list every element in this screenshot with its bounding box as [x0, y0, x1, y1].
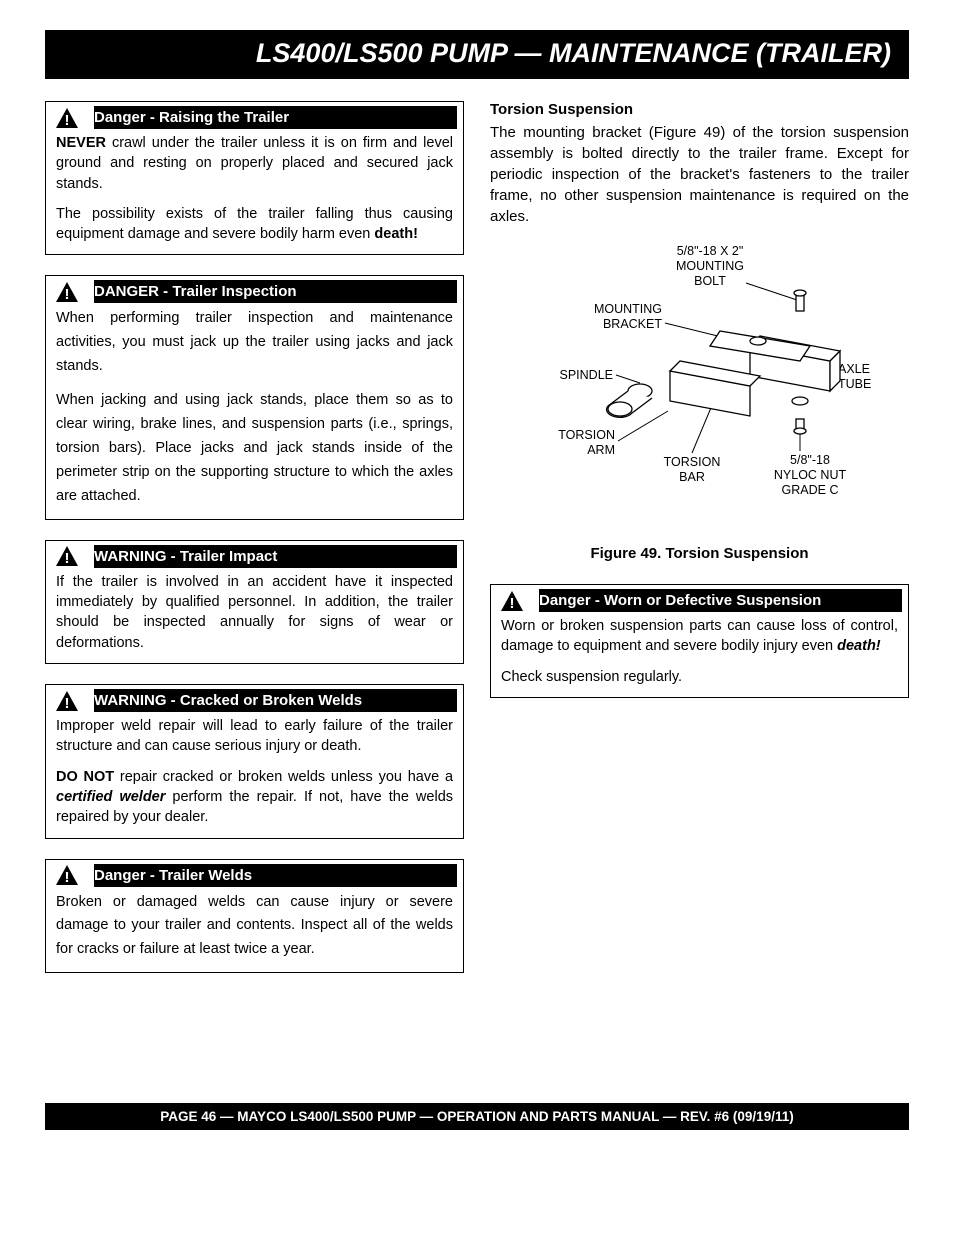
box-body: NEVER crawl under the trailer unless it …: [46, 133, 463, 244]
figure-49: 5/8"-18 X 2" MOUNTING BOLT MOUNTING BRAC…: [490, 241, 909, 531]
paragraph: NEVER crawl under the trailer unless it …: [56, 133, 453, 194]
label-axle-tube: AXLE: [838, 362, 870, 376]
box-header: ! DANGER - Trailer Inspection: [46, 276, 463, 307]
box-header: ! WARNING - Cracked or Broken Welds: [46, 685, 463, 716]
label-mounting-bolt: 5/8"-18 X 2": [676, 244, 743, 258]
box-title: Danger - Trailer Welds: [94, 867, 252, 884]
box-title: Danger - Worn or Defective Suspension: [539, 592, 821, 609]
danger-raising-trailer-box: ! Danger - Raising the Trailer NEVER cra…: [45, 101, 464, 255]
svg-text:!: !: [510, 595, 515, 612]
text: crawl under the trailer unless it is on …: [56, 135, 453, 192]
paragraph: Broken or damaged welds can cause injury…: [56, 891, 453, 963]
section-heading: Torsion Suspension: [490, 101, 909, 118]
box-header: ! Danger - Raising the Trailer: [46, 102, 463, 133]
warning-triangle-icon: !: [54, 281, 80, 303]
bold-italic-text: certified welder: [56, 789, 165, 805]
label-mounting-bolt: BOLT: [694, 274, 726, 288]
page-title: LS400/LS500 PUMP — MAINTENANCE (TRAILER): [256, 38, 891, 68]
box-title: Danger - Raising the Trailer: [94, 109, 289, 126]
paragraph: Check suspension regularly.: [501, 667, 898, 687]
left-column: ! Danger - Raising the Trailer NEVER cra…: [45, 101, 464, 993]
warning-triangle-icon: !: [54, 864, 80, 886]
box-body: If the trailer is involved in an acciden…: [46, 572, 463, 653]
warning-triangle-icon: !: [499, 590, 525, 612]
label-axle-tube: TUBE: [838, 377, 871, 391]
label-torsion-arm: ARM: [587, 443, 615, 457]
box-header: ! Danger - Worn or Defective Suspension: [491, 585, 908, 616]
box-header: ! WARNING - Trailer Impact: [46, 541, 463, 572]
danger-trailer-inspection-box: ! DANGER - Trailer Inspection When perfo…: [45, 275, 464, 519]
two-column-layout: ! Danger - Raising the Trailer NEVER cra…: [45, 101, 909, 993]
warning-cracked-welds-box: ! WARNING - Cracked or Broken Welds Impr…: [45, 684, 464, 838]
label-nyloc-nut: 5/8"-18: [790, 453, 830, 467]
label-torsion-bar: BAR: [679, 470, 705, 484]
text: repair cracked or broken welds unless yo…: [114, 769, 453, 785]
page-title-bar: LS400/LS500 PUMP — MAINTENANCE (TRAILER): [45, 30, 909, 79]
box-title: WARNING - Cracked or Broken Welds: [94, 692, 362, 709]
svg-text:!: !: [65, 112, 70, 129]
footer-text: PAGE 46 — MAYCO LS400/LS500 PUMP — OPERA…: [160, 1109, 793, 1124]
label-torsion-arm: TORSION: [558, 428, 615, 442]
svg-text:!: !: [65, 286, 70, 303]
box-body: When performing trailer inspection and m…: [46, 307, 463, 508]
label-torsion-bar: TORSION: [663, 455, 720, 469]
warning-triangle-icon: !: [54, 107, 80, 129]
danger-trailer-welds-box: ! Danger - Trailer Welds Broken or damag…: [45, 859, 464, 974]
bold-italic-text: death!: [837, 638, 881, 654]
right-column: Torsion Suspension The mounting bracket …: [490, 101, 909, 993]
torsion-suspension-diagram: 5/8"-18 X 2" MOUNTING BOLT MOUNTING BRAC…: [500, 241, 900, 531]
paragraph: The mounting bracket (Figure 49) of the …: [490, 122, 909, 227]
paragraph: If the trailer is involved in an acciden…: [56, 572, 453, 653]
label-nyloc-nut: NYLOC NUT: [773, 468, 846, 482]
svg-text:!: !: [65, 695, 70, 712]
paragraph: Worn or broken suspension parts can caus…: [501, 616, 898, 657]
paragraph: When performing trailer inspection and m…: [56, 307, 453, 379]
bold-text: DO NOT: [56, 769, 114, 785]
paragraph: The possibility exists of the trailer fa…: [56, 204, 453, 245]
svg-text:!: !: [65, 550, 70, 567]
page-footer-bar: PAGE 46 — MAYCO LS400/LS500 PUMP — OPERA…: [45, 1103, 909, 1130]
box-body: Broken or damaged welds can cause injury…: [46, 891, 463, 963]
box-header: ! Danger - Trailer Welds: [46, 860, 463, 891]
paragraph: Improper weld repair will lead to early …: [56, 716, 453, 757]
label-mounting-bracket: BRACKET: [602, 317, 661, 331]
warning-trailer-impact-box: ! WARNING - Trailer Impact If the traile…: [45, 540, 464, 664]
label-nyloc-nut: GRADE C: [781, 483, 838, 497]
box-title: DANGER - Trailer Inspection: [94, 283, 297, 300]
paragraph: When jacking and using jack stands, plac…: [56, 389, 453, 509]
warning-triangle-icon: !: [54, 690, 80, 712]
svg-text:!: !: [65, 869, 70, 886]
label-mounting-bracket: MOUNTING: [593, 302, 661, 316]
bold-text: NEVER: [56, 135, 106, 151]
box-body: Worn or broken suspension parts can caus…: [491, 616, 908, 687]
label-spindle: SPINDLE: [559, 368, 613, 382]
label-mounting-bolt: MOUNTING: [675, 259, 743, 273]
warning-triangle-icon: !: [54, 545, 80, 567]
box-body: Improper weld repair will lead to early …: [46, 716, 463, 827]
figure-caption: Figure 49. Torsion Suspension: [490, 545, 909, 562]
bold-text: death!: [374, 226, 418, 242]
danger-worn-suspension-box: ! Danger - Worn or Defective Suspension …: [490, 584, 909, 698]
box-title: WARNING - Trailer Impact: [94, 548, 277, 565]
paragraph: DO NOT repair cracked or broken welds un…: [56, 767, 453, 828]
